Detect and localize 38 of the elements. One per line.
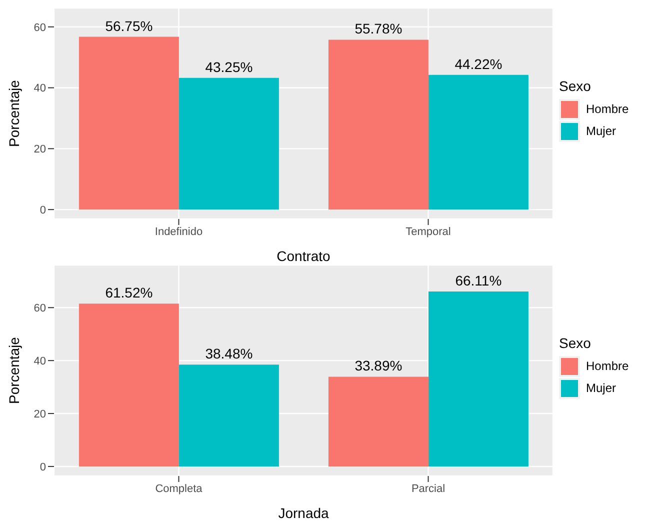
legend-label: Hombre: [586, 102, 629, 116]
data-label: 43.25%: [205, 58, 253, 75]
legend-title: Sexo: [559, 335, 592, 351]
y-tick-label: 20: [34, 144, 46, 156]
x-tick-label: Temporal: [406, 226, 451, 238]
data-label: 66.11%: [455, 272, 502, 288]
bar: [328, 40, 428, 210]
x-tick-label: Parcial: [411, 482, 446, 495]
x-tick-label: Completa: [155, 482, 204, 495]
legend-label: Mujer: [586, 381, 616, 395]
bar: [78, 304, 179, 466]
bar: [428, 74, 528, 210]
data-label: 38.48%: [205, 346, 253, 362]
bar: [428, 291, 528, 466]
y-tick-label: 0: [40, 204, 46, 216]
y-axis-title: Porcentaje: [6, 336, 22, 404]
y-tick-label: 40: [34, 355, 46, 368]
y-tick-label: 60: [34, 22, 46, 34]
y-tick-label: 0: [40, 461, 46, 474]
bar: [178, 78, 279, 210]
bar: [178, 364, 279, 466]
data-label: 44.22%: [454, 56, 502, 72]
data-label: 33.89%: [354, 358, 402, 374]
x-axis-title: Jornada: [278, 505, 330, 521]
data-label: 55.78%: [354, 20, 402, 37]
y-axis-title: Porcentaje: [6, 80, 22, 147]
bar: [328, 376, 428, 466]
x-axis-title: Contrato: [276, 248, 331, 264]
data-label: 61.52%: [105, 284, 153, 301]
legend-label: Hombre: [586, 359, 629, 373]
y-tick-label: 60: [34, 302, 46, 315]
x-tick-label: Indefinido: [154, 226, 203, 238]
legend-label: Mujer: [586, 124, 616, 138]
bar: [78, 36, 179, 210]
y-tick-label: 40: [34, 82, 46, 95]
y-tick-label: 20: [34, 408, 46, 420]
data-label: 56.75%: [105, 18, 153, 34]
legend-title: Sexo: [559, 78, 592, 94]
